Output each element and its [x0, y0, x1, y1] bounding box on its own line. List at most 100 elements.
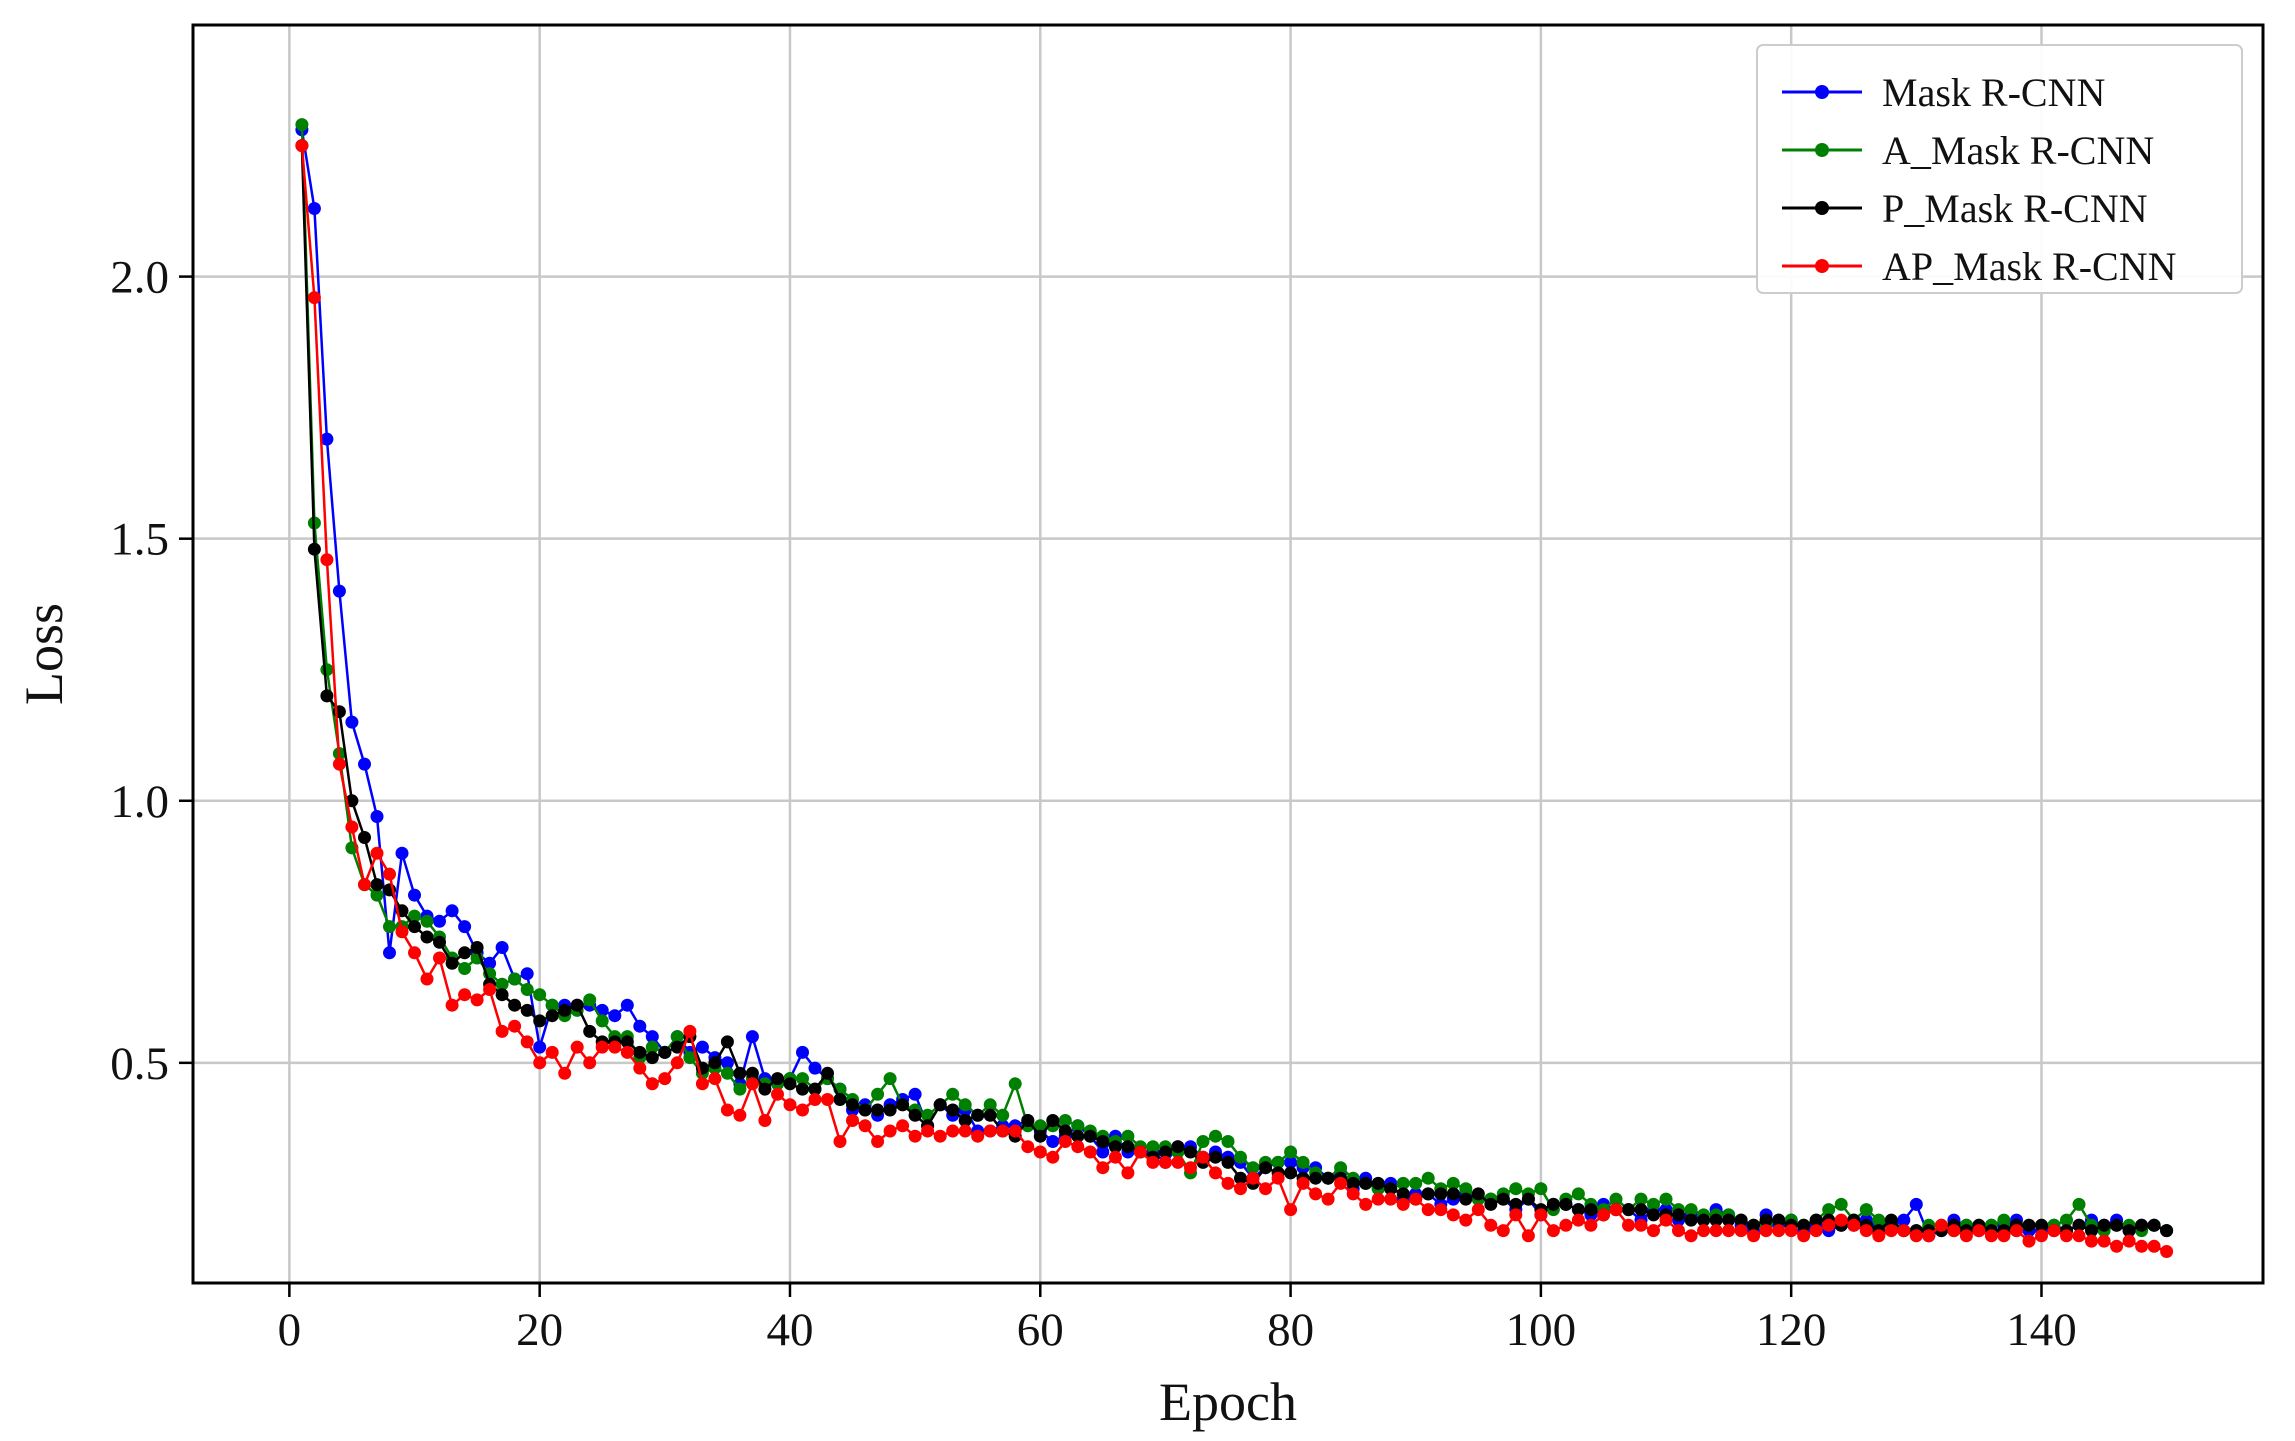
data-point	[408, 920, 421, 934]
data-point	[1759, 1213, 1773, 1227]
data-point	[320, 432, 334, 446]
data-point	[708, 1056, 722, 1070]
data-point	[520, 983, 534, 996]
data-point	[1534, 1208, 1548, 1222]
data-point	[1847, 1218, 1861, 1232]
data-point	[1797, 1229, 1811, 1243]
series-lines	[295, 118, 2174, 1258]
data-point	[1384, 1182, 1398, 1196]
y-tick-label: 1.0	[110, 776, 169, 828]
data-point	[1259, 1182, 1272, 1196]
data-point	[871, 1087, 885, 1101]
data-point	[670, 1040, 684, 1054]
data-point	[495, 988, 509, 1002]
data-point	[1459, 1192, 1473, 1206]
x-axis-label: Epoch	[1159, 1372, 1297, 1432]
data-point	[1008, 1077, 1022, 1091]
data-point	[720, 1066, 734, 1080]
data-point	[508, 972, 522, 986]
data-point	[1622, 1203, 1635, 1217]
plot-frame	[191, 23, 2265, 1285]
data-point	[1897, 1224, 1911, 1238]
data-point	[745, 1066, 759, 1080]
data-point	[1409, 1176, 1423, 1190]
data-point	[1672, 1224, 1685, 1238]
data-point	[1396, 1197, 1410, 1211]
data-point	[1571, 1213, 1585, 1227]
data-point	[370, 888, 384, 902]
legend-label: A_Mask R-CNN	[1882, 128, 2154, 173]
data-point	[2072, 1197, 2086, 1211]
data-point	[1371, 1192, 1385, 1206]
data-point	[520, 967, 534, 981]
y-tick-label: 2.0	[110, 252, 169, 304]
data-point	[495, 941, 509, 954]
data-point	[332, 584, 346, 598]
legend-label: P_Mask R-CNN	[1882, 186, 2148, 231]
data-point	[570, 1040, 584, 1054]
data-point	[871, 1103, 885, 1117]
data-point	[2035, 1218, 2048, 1232]
data-point	[1659, 1192, 1673, 1206]
data-point	[495, 977, 509, 991]
data-point	[383, 920, 396, 934]
data-point	[846, 1114, 859, 1127]
data-point	[1321, 1171, 1335, 1185]
data-point	[983, 1098, 997, 1112]
data-point	[1234, 1171, 1247, 1185]
data-point	[420, 972, 434, 986]
data-point	[1659, 1213, 1673, 1227]
data-point	[1484, 1197, 1498, 1211]
data-point	[433, 951, 446, 965]
data-point	[1509, 1208, 1523, 1222]
data-point	[658, 1045, 672, 1059]
data-point	[1684, 1229, 1698, 1243]
data-point	[1434, 1187, 1448, 1201]
data-point	[1046, 1114, 1060, 1127]
data-point	[908, 1108, 922, 1122]
data-point	[1246, 1161, 1260, 1175]
data-point	[883, 1103, 897, 1117]
data-point	[1121, 1129, 1135, 1143]
data-point	[933, 1129, 947, 1143]
data-point	[1872, 1229, 1886, 1243]
data-point	[2097, 1234, 2111, 1248]
data-point	[458, 946, 472, 960]
data-point	[495, 1024, 509, 1038]
data-point	[1684, 1213, 1698, 1227]
data-point	[1209, 1129, 1222, 1143]
data-point	[1922, 1229, 1936, 1243]
data-point	[1784, 1224, 1798, 1238]
data-point	[1171, 1155, 1185, 1169]
data-point	[1071, 1129, 1085, 1143]
data-point	[307, 202, 321, 215]
data-point	[345, 715, 359, 729]
x-tick-label: 20	[516, 1304, 563, 1356]
data-point	[620, 998, 634, 1012]
data-point	[1446, 1176, 1460, 1190]
data-point	[1459, 1213, 1473, 1227]
data-point	[783, 1077, 797, 1091]
data-point	[1684, 1203, 1698, 1217]
data-point	[1346, 1187, 1360, 1201]
data-point	[1997, 1213, 2011, 1227]
data-point	[758, 1114, 772, 1127]
data-point	[2085, 1224, 2098, 1238]
data-point	[1584, 1203, 1598, 1217]
data-point	[1634, 1203, 1648, 1217]
data-point	[933, 1098, 947, 1112]
data-point	[395, 846, 409, 860]
data-point	[295, 139, 309, 153]
data-point	[1747, 1218, 1761, 1232]
data-point	[633, 1045, 647, 1059]
data-point	[670, 1030, 684, 1044]
data-point	[1647, 1224, 1660, 1238]
data-point	[1647, 1208, 1660, 1222]
data-point	[2047, 1224, 2061, 1238]
data-point	[1822, 1218, 1836, 1232]
data-point	[483, 983, 497, 996]
data-point	[796, 1103, 809, 1117]
legend-box	[1756, 44, 2243, 294]
data-point	[320, 689, 334, 703]
data-point	[1083, 1145, 1097, 1159]
